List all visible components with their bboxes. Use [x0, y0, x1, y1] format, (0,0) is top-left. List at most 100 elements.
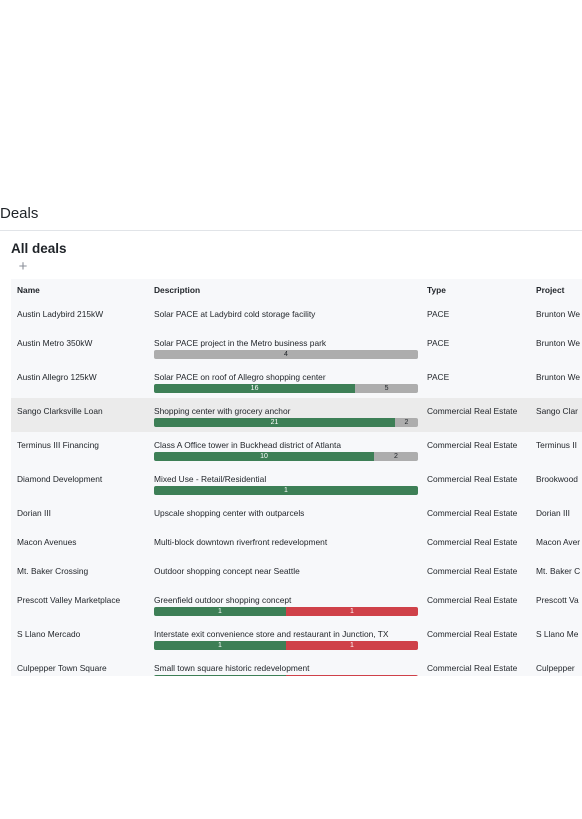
deal-type-cell: Commercial Real Estate	[421, 558, 530, 587]
title-divider	[0, 230, 582, 231]
deal-description-cell: Solar PACE at Ladybird cold storage faci…	[148, 301, 421, 330]
task-progress-bar[interactable]: 21 2	[154, 418, 418, 427]
task-progress-bar[interactable]: 16 5	[154, 384, 418, 393]
column-header-name[interactable]: Name	[11, 279, 148, 301]
deal-description-text: Mixed Use - Retail/Residential	[154, 474, 415, 484]
deal-type-cell: Commercial Real Estate	[421, 398, 530, 432]
progress-segment-red[interactable]: 1	[286, 641, 418, 650]
deal-project-cell: Culpepper	[530, 655, 582, 676]
deal-description-cell: Solar PACE on roof of Allegro shopping c…	[148, 364, 421, 398]
progress-segment-green[interactable]: 21	[154, 418, 395, 427]
table-row[interactable]: Austin Ladybird 215kW Solar PACE at Ladyb…	[11, 301, 582, 330]
progress-segment-red[interactable]	[286, 675, 418, 676]
deal-name-cell: S Llano Mercado	[11, 621, 148, 655]
table-row[interactable]: Austin Allegro 125kW Solar PACE on roof o…	[11, 364, 582, 398]
deal-description-text: Outdoor shopping concept near Seattle	[154, 566, 415, 576]
deal-name-cell: Austin Metro 350kW	[11, 330, 148, 364]
progress-segment-gray[interactable]: 2	[395, 418, 418, 427]
deal-description-text: Class A Office tower in Buckhead distric…	[154, 440, 415, 450]
deal-type-cell: Commercial Real Estate	[421, 466, 530, 500]
deal-type-cell: Commercial Real Estate	[421, 432, 530, 466]
deal-type-cell: PACE	[421, 364, 530, 398]
deal-name-cell: Dorian III	[11, 500, 148, 529]
table-row[interactable]: Culpepper Town Square Small town square h…	[11, 655, 582, 676]
deal-description-cell: Mixed Use - Retail/Residential 1	[148, 466, 421, 500]
task-progress-bar[interactable]: 1	[154, 486, 418, 495]
table-row[interactable]: Sango Clarksville Loan Shopping center wi…	[11, 398, 582, 432]
deal-description-cell: Multi-block downtown riverfront redevelo…	[148, 529, 421, 558]
deal-project-cell: Brunton We	[530, 364, 582, 398]
task-progress-bar[interactable]: 10 2	[154, 452, 418, 461]
deals-table: Name Description Type Project Austin Lad…	[11, 279, 582, 676]
deal-description-text: Solar PACE on roof of Allegro shopping c…	[154, 372, 415, 382]
table-row[interactable]: S Llano Mercado Interstate exit convenien…	[11, 621, 582, 655]
table-row[interactable]: Dorian III Upscale shopping center with o…	[11, 500, 582, 529]
progress-segment-green[interactable]: 1	[154, 607, 286, 616]
progress-segment-gray[interactable]: 4	[154, 350, 418, 359]
deal-type-cell: Commercial Real Estate	[421, 621, 530, 655]
deal-type-cell: Commercial Real Estate	[421, 529, 530, 558]
deal-description-cell: Solar PACE project in the Metro business…	[148, 330, 421, 364]
deal-type-cell: Commercial Real Estate	[421, 587, 530, 621]
deal-description-cell: Interstate exit convenience store and re…	[148, 621, 421, 655]
deal-description-text: Greenfield outdoor shopping concept	[154, 595, 415, 605]
table-row[interactable]: Diamond Development Mixed Use - Retail/Re…	[11, 466, 582, 500]
deal-project-cell: Brunton We	[530, 301, 582, 330]
deal-name-cell: Macon Avenues	[11, 529, 148, 558]
table-row[interactable]: Austin Metro 350kW Solar PACE project in …	[11, 330, 582, 364]
progress-segment-red[interactable]: 1	[286, 607, 418, 616]
deal-description-text: Shopping center with grocery anchor	[154, 406, 415, 416]
deal-project-cell: Mt. Baker C	[530, 558, 582, 587]
deal-description-cell: Upscale shopping center with outparcels	[148, 500, 421, 529]
deal-description-cell: Greenfield outdoor shopping concept 1 1	[148, 587, 421, 621]
deal-type-cell: Commercial Real Estate	[421, 500, 530, 529]
column-header-project[interactable]: Project	[530, 279, 582, 301]
task-progress-bar[interactable]	[154, 675, 418, 676]
deal-type-cell: PACE	[421, 330, 530, 364]
progress-segment-green[interactable]	[154, 675, 286, 676]
deal-description-cell: Shopping center with grocery anchor 21 2	[148, 398, 421, 432]
table-row[interactable]: Prescott Valley Marketplace Greenfield ou…	[11, 587, 582, 621]
deal-type-cell: PACE	[421, 301, 530, 330]
progress-segment-green[interactable]: 1	[154, 486, 418, 495]
deal-name-cell: Austin Allegro 125kW	[11, 364, 148, 398]
deal-description-cell: Class A Office tower in Buckhead distric…	[148, 432, 421, 466]
deal-name-cell: Austin Ladybird 215kW	[11, 301, 148, 330]
progress-segment-green[interactable]: 1	[154, 641, 286, 650]
deal-project-cell: Macon Aver	[530, 529, 582, 558]
table-header-row: Name Description Type Project	[11, 279, 582, 301]
add-deal-button[interactable]: +	[16, 259, 30, 275]
deal-description-text: Solar PACE project in the Metro business…	[154, 338, 415, 348]
progress-segment-gray[interactable]: 5	[355, 384, 418, 393]
deal-description-text: Interstate exit convenience store and re…	[154, 629, 415, 639]
deal-name-cell: Prescott Valley Marketplace	[11, 587, 148, 621]
progress-segment-green[interactable]: 16	[154, 384, 355, 393]
deal-description-text: Multi-block downtown riverfront redevelo…	[154, 537, 415, 547]
deal-project-cell: Sango Clar	[530, 398, 582, 432]
task-progress-bar[interactable]: 4	[154, 350, 418, 359]
deal-project-cell: Brunton We	[530, 330, 582, 364]
deal-description-cell: Outdoor shopping concept near Seattle	[148, 558, 421, 587]
deal-project-cell: Brookwood	[530, 466, 582, 500]
table-row[interactable]: Macon Avenues Multi-block downtown riverf…	[11, 529, 582, 558]
deals-table-container: Name Description Type Project Austin Lad…	[11, 279, 582, 676]
deal-description-text: Upscale shopping center with outparcels	[154, 508, 415, 518]
deal-project-cell: Terminus II	[530, 432, 582, 466]
deal-name-cell: Sango Clarksville Loan	[11, 398, 148, 432]
column-header-type[interactable]: Type	[421, 279, 530, 301]
deal-name-cell: Mt. Baker Crossing	[11, 558, 148, 587]
page-title: Deals	[0, 205, 38, 222]
progress-segment-gray[interactable]: 2	[374, 452, 418, 461]
deal-name-cell: Diamond Development	[11, 466, 148, 500]
table-row[interactable]: Terminus III Financing Class A Office tow…	[11, 432, 582, 466]
table-row[interactable]: Mt. Baker Crossing Outdoor shopping conce…	[11, 558, 582, 587]
deal-description-text: Solar PACE at Ladybird cold storage faci…	[154, 309, 415, 319]
deal-description-text: Small town square historic redevelopment	[154, 663, 415, 673]
progress-segment-green[interactable]: 10	[154, 452, 374, 461]
column-header-description[interactable]: Description	[148, 279, 421, 301]
deal-project-cell: Prescott Va	[530, 587, 582, 621]
deal-name-cell: Terminus III Financing	[11, 432, 148, 466]
